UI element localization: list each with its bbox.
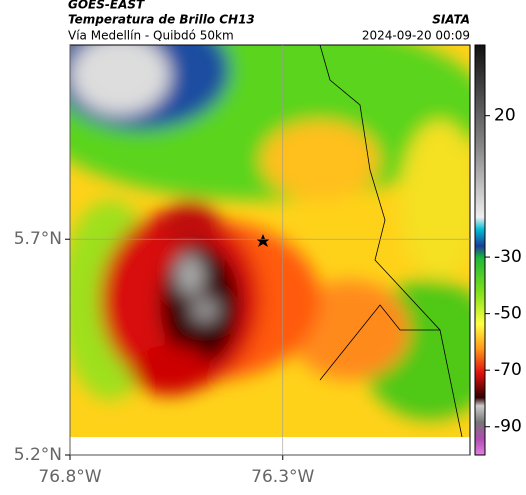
colorbar-tick-label: -50 [494, 304, 522, 324]
y-tick-label: 5.2°N [14, 445, 62, 465]
x-tick-label: 76.8°W [38, 467, 101, 487]
colorbar-tick-label: -70 [494, 360, 522, 380]
colorbar-tick-label: 20 [494, 106, 516, 126]
agency: GOES-EAST [68, 0, 145, 12]
y-tick-label: 5.7°N [14, 229, 62, 249]
colorbar-tick-label: -90 [494, 417, 522, 437]
title: Temperatura de Brillo CH13 [68, 13, 255, 27]
datetime: 2024-09-20 00:09 [362, 29, 470, 43]
imagery [70, 45, 470, 437]
station-marker [256, 234, 270, 247]
x-tick-label: 76.3°W [251, 467, 314, 487]
source: SIATA [432, 13, 470, 27]
boundary [319, 45, 463, 437]
colorbar-tick-label: -30 [494, 247, 522, 267]
colorbar [474, 44, 486, 456]
subtitle: Vía Medellín - Quibdó 50km [68, 29, 234, 43]
